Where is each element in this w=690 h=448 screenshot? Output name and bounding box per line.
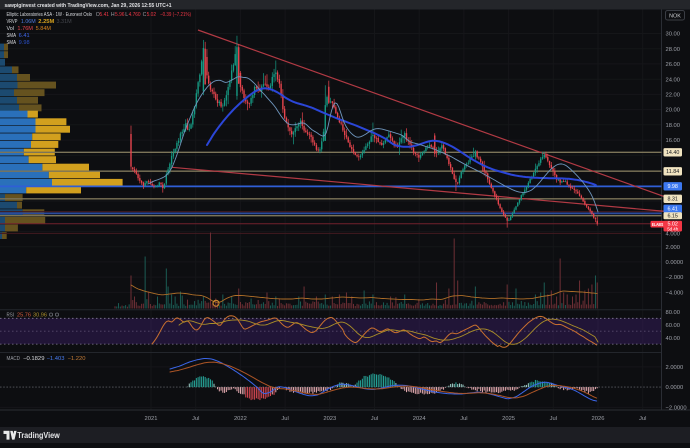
svg-text:4.000: 4.000 [666, 232, 681, 238]
svg-text:5d 4h: 5d 4h [667, 226, 679, 231]
svg-text:5.96: 5.96 [115, 12, 125, 18]
svg-text:2026: 2026 [592, 416, 605, 422]
svg-text:2.000: 2.000 [666, 245, 681, 251]
svg-text:Jul: Jul [192, 416, 199, 422]
svg-text:0.0000: 0.0000 [666, 385, 684, 391]
svg-text:11.84: 11.84 [666, 169, 679, 175]
svg-text:60.00: 60.00 [666, 323, 681, 329]
svg-text:VRVP: VRVP [7, 19, 18, 25]
svg-text:Vol: Vol [7, 26, 15, 32]
svg-text:40.00: 40.00 [666, 336, 681, 342]
svg-text:2022: 2022 [234, 416, 247, 422]
svg-text:sawpiginvest created with Trad: sawpiginvest created with TradingView.co… [5, 3, 172, 9]
svg-text:5.41: 5.41 [100, 12, 110, 18]
svg-text:30.96: 30.96 [33, 313, 47, 319]
svg-text:−0.39 (−7.21%): −0.39 (−7.21%) [160, 12, 191, 18]
svg-text:−1.220: −1.220 [68, 356, 86, 362]
svg-text:2021: 2021 [145, 416, 158, 422]
svg-text:TradingView: TradingView [17, 431, 60, 440]
svg-text:18.00: 18.00 [666, 123, 681, 129]
svg-text:SMA: SMA [7, 40, 17, 46]
svg-text:30.00: 30.00 [666, 32, 681, 38]
svg-text:25.76: 25.76 [17, 313, 31, 319]
svg-text:Jul: Jul [639, 416, 646, 422]
svg-text:2023: 2023 [323, 416, 336, 422]
svg-text:26.00: 26.00 [666, 62, 681, 68]
svg-text:6.41: 6.41 [19, 33, 30, 39]
svg-text:−4.000: −4.000 [666, 291, 684, 297]
svg-text:16.00: 16.00 [666, 138, 681, 144]
svg-text:Jul: Jul [460, 416, 467, 422]
svg-text:−2.0000: −2.0000 [666, 406, 687, 412]
svg-text:28.00: 28.00 [666, 47, 681, 53]
svg-text:5.02: 5.02 [147, 12, 157, 18]
svg-text:NOK: NOK [669, 14, 681, 20]
svg-text:ELABS: ELABS [652, 222, 664, 227]
svg-text:Elliptic Laboratories ASA · 1W: Elliptic Laboratories ASA · 1W · Euronex… [7, 12, 93, 18]
svg-text:9.98: 9.98 [19, 40, 30, 46]
svg-text:80.00: 80.00 [666, 310, 681, 316]
svg-text:RSI: RSI [7, 313, 15, 319]
svg-text:5.84M: 5.84M [36, 26, 51, 32]
svg-text:SMA: SMA [7, 33, 17, 39]
svg-text:8.31: 8.31 [667, 197, 678, 203]
svg-text:1.76M: 1.76M [17, 26, 33, 32]
svg-text:−0.1829: −0.1829 [23, 356, 45, 362]
svg-text:Jul: Jul [371, 416, 378, 422]
svg-text:14.40: 14.40 [666, 150, 680, 156]
svg-text:22.00: 22.00 [666, 93, 681, 99]
svg-text:4.760: 4.760 [129, 12, 141, 18]
svg-text:Jul: Jul [281, 416, 288, 422]
svg-text:−2.000: −2.000 [666, 275, 684, 281]
svg-text:−1.403: −1.403 [47, 356, 65, 362]
svg-text:6.41: 6.41 [667, 207, 678, 213]
svg-text:2.25M: 2.25M [38, 19, 54, 25]
svg-text:20.00: 20.00 [666, 108, 681, 114]
svg-text:9.98: 9.98 [667, 184, 678, 190]
svg-text:MACD: MACD [7, 356, 21, 362]
svg-text:1.06M: 1.06M [21, 19, 36, 25]
svg-text:2.0000: 2.0000 [666, 365, 684, 371]
svg-text:6.15: 6.15 [667, 214, 678, 220]
svg-text:24.00: 24.00 [666, 77, 681, 83]
svg-text:3.31M: 3.31M [57, 19, 72, 25]
svg-text:Jul: Jul [550, 416, 557, 422]
svg-text:2024: 2024 [413, 416, 427, 422]
svg-text:2025: 2025 [502, 416, 515, 422]
svg-text:0.0000: 0.0000 [666, 260, 684, 266]
